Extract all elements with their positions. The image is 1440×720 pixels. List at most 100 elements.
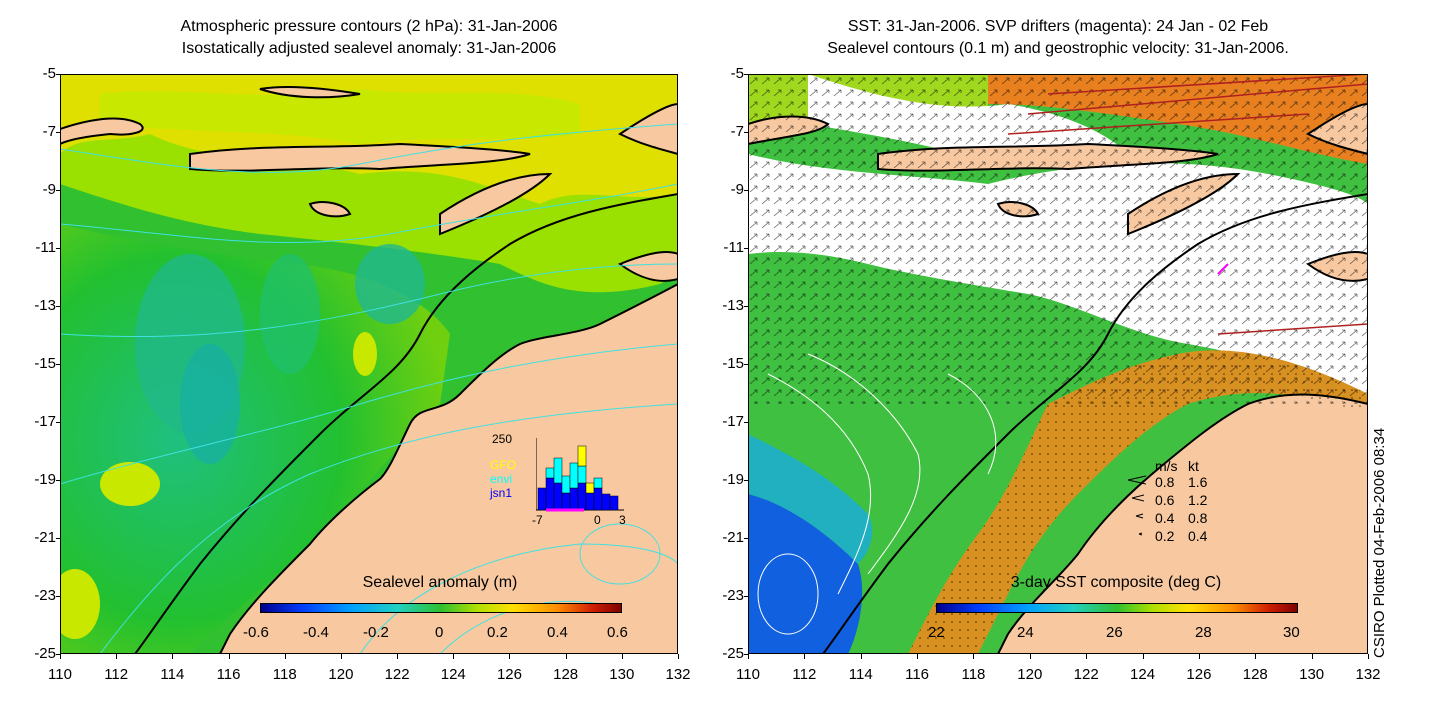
- latitude-tick-label: -11: [35, 239, 56, 256]
- left-colorbar-tick: -0.4: [303, 624, 329, 641]
- sst-map-svg: [748, 74, 1368, 654]
- latitude-tick-mark: [56, 190, 60, 191]
- latitude-tick-mark: [56, 422, 60, 423]
- inset-histogram-svg: [535, 438, 624, 512]
- right-colorbar-tick: 28: [1195, 624, 1212, 641]
- velocity-legend-kt: 0.4: [1188, 528, 1208, 544]
- right-colorbar-title: 3-day SST composite (deg C): [1010, 574, 1222, 591]
- longitude-tick-mark: [748, 654, 749, 659]
- longitude-tick-label: 124: [440, 666, 466, 683]
- latitude-tick-label: -23: [722, 587, 744, 604]
- sealevel-anomaly-map-svg: [60, 74, 678, 654]
- latitude-tick-mark: [744, 654, 748, 655]
- latitude-tick-label: -15: [34, 355, 56, 372]
- longitude-tick-label: 124: [1130, 666, 1156, 683]
- longitude-tick-label: 120: [328, 666, 354, 683]
- left-title-line2: Isostatically adjusted sealevel anomaly:…: [181, 40, 557, 57]
- latitude-tick-mark: [744, 74, 748, 75]
- longitude-tick-mark: [397, 654, 399, 659]
- left-title-line1: Atmospheric pressure contours (2 hPa): 3…: [180, 18, 558, 35]
- longitude-tick-mark: [1255, 654, 1257, 659]
- latitude-tick-mark: [56, 306, 60, 307]
- left-colorbar-tick: -0.6: [243, 624, 269, 641]
- velocity-legend-kt: 0.8: [1188, 510, 1208, 526]
- longitude-tick-mark: [678, 654, 679, 659]
- geostrophic-velocity-arrows: [748, 74, 1368, 404]
- sumba-island: [308, 201, 352, 218]
- longitude-tick-mark: [509, 654, 511, 659]
- sealevel-anomaly-map: [60, 74, 678, 654]
- latitude-tick-label: -17: [34, 413, 56, 430]
- java-island: [60, 117, 144, 146]
- inset-legend-jsn1: jsn1: [490, 486, 513, 500]
- longitude-tick-mark: [1142, 654, 1144, 659]
- latitude-tick-mark: [56, 132, 60, 133]
- latitude-tick-mark: [56, 74, 60, 75]
- longitude-tick-label: 110: [736, 666, 760, 683]
- left-colorbar: [260, 603, 622, 613]
- longitude-tick-mark: [116, 654, 118, 659]
- latitude-tick-label: -25: [34, 645, 56, 662]
- latitude-tick-label: -9: [42, 181, 56, 198]
- velocity-legend-ms: 0.8: [1155, 474, 1175, 490]
- latitude-tick-mark: [56, 596, 60, 597]
- left-colorbar-tick: 0.6: [607, 624, 628, 641]
- longitude-tick-label: 126: [496, 666, 522, 683]
- velocity-legend-ms: 0.6: [1155, 492, 1175, 508]
- latitude-tick-label: -5: [730, 65, 744, 82]
- longitude-tick-label: 112: [104, 666, 129, 683]
- latitude-tick-mark: [744, 132, 748, 133]
- anomaly-high-blob: [100, 462, 160, 506]
- left-colorbar-tick: -0.2: [363, 624, 389, 641]
- longitude-tick-label: 128: [1242, 666, 1268, 683]
- right-title-line2: Sealevel contours (0.1 m) and geostrophi…: [827, 40, 1289, 57]
- longitude-tick-label: 114: [160, 666, 185, 683]
- right-colorbar-tick: 22: [928, 624, 945, 641]
- longitude-tick-mark: [1368, 654, 1369, 659]
- latitude-tick-mark: [744, 422, 748, 423]
- longitude-tick-label: 132: [665, 666, 691, 683]
- latitude-tick-label: -25: [722, 645, 744, 662]
- velocity-legend-header-ms: m/s: [1155, 458, 1178, 474]
- inset-xlabel-zero: 0: [594, 513, 601, 527]
- latitude-tick-label: -13: [34, 297, 56, 314]
- left-map-frame: [60, 74, 678, 654]
- velocity-legend-kt: 1.2: [1188, 492, 1208, 508]
- longitude-tick-mark: [340, 654, 342, 659]
- latitude-tick-mark: [56, 654, 60, 655]
- longitude-tick-mark: [1198, 654, 1200, 659]
- latitude-tick-mark: [744, 596, 748, 597]
- australia-land: [218, 282, 678, 654]
- drifter-track: [1217, 263, 1229, 275]
- right-colorbar-tick: 24: [1017, 624, 1034, 641]
- longitude-tick-label: 116: [216, 666, 241, 683]
- longitude-tick-mark: [917, 654, 919, 659]
- longitude-tick-mark: [1029, 654, 1031, 659]
- longitude-tick-mark: [804, 654, 806, 659]
- velocity-legend-ms: 0.4: [1155, 510, 1175, 526]
- latitude-tick-label: -11: [723, 239, 744, 256]
- inset-legend-envi: envi: [490, 472, 513, 486]
- latitude-tick-label: -19: [34, 471, 56, 488]
- longitude-tick-label: 120: [1017, 666, 1043, 683]
- longitude-tick-mark: [1311, 654, 1313, 659]
- longitude-tick-mark: [860, 654, 862, 659]
- inset-xlabel-min: -7: [532, 513, 543, 527]
- longitude-tick-mark: [565, 654, 567, 659]
- velocity-legend-header-kt: kt: [1188, 458, 1199, 474]
- latitude-tick-label: -7: [730, 123, 744, 140]
- shelf-contour: [822, 193, 1368, 654]
- cool-sst-south: [748, 494, 863, 654]
- inset-legend-gfo: GFO: [490, 458, 516, 472]
- right-colorbar-tick: 26: [1106, 624, 1123, 641]
- longitude-tick-mark: [284, 654, 286, 659]
- latitude-tick-label: -15: [722, 355, 744, 372]
- latitude-tick-mark: [744, 248, 748, 249]
- longitude-tick-mark: [453, 654, 455, 659]
- right-title-line1: SST: 31-Jan-2006. SVP drifters (magenta)…: [847, 18, 1269, 35]
- longitude-tick-label: 132: [1355, 666, 1381, 683]
- inset-xlabel-max: 3: [619, 513, 626, 527]
- latitude-tick-mark: [744, 364, 748, 365]
- longitude-tick-mark: [60, 654, 61, 659]
- plot-credit: CSIRO Plotted 04-Feb-2006 08:34: [1371, 427, 1388, 658]
